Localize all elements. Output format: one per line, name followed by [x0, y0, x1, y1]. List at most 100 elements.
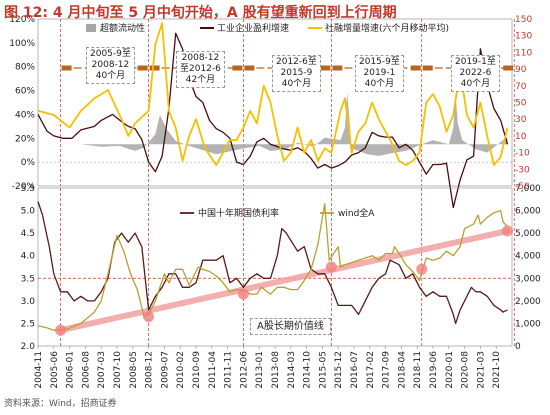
x-tick-label: 2021-03: [476, 351, 486, 389]
cycle-end-marker: [410, 65, 421, 71]
bottom-y2-tick-label: 6,000: [515, 207, 541, 217]
x-tick-label: 2018-11: [413, 351, 423, 389]
bottom-legend: 中国十年期国债利率 wind全A: [180, 207, 375, 219]
cycle-end-marker: [137, 65, 148, 71]
legend-swatch: [86, 24, 96, 32]
value-point: [237, 288, 249, 300]
bond-yield-line: [37, 201, 508, 325]
x-tick-label: 2011-11: [224, 351, 234, 389]
x-tick-label: 2011-04: [208, 351, 218, 389]
legend-label: 社融增量增速(六个月移动平均): [325, 22, 449, 34]
cycle-start-marker: [244, 65, 255, 71]
x-tick-label: 2010-09: [192, 351, 202, 389]
value-line-label: A股长期价值线: [250, 318, 331, 335]
top-series: [37, 22, 509, 209]
top-y-tick-label: 20%: [15, 134, 35, 144]
legend-label: 超额流动性: [100, 22, 145, 34]
x-tick-label: 2015-05: [318, 351, 328, 389]
bottom-y-tick-label: 3.0: [21, 297, 36, 307]
bottom-y2-tick-label: 3,000: [515, 274, 541, 284]
top-y-tick-label: 60%: [15, 87, 35, 97]
bottom-y2-tick-label: 7,000: [515, 184, 541, 194]
top-y2-tick-label: 90: [515, 65, 527, 75]
top-y2-tick-label: 30: [515, 115, 527, 125]
x-tick-label: 2009-07: [160, 351, 170, 389]
x-tick-label: 2008-12: [145, 351, 155, 389]
cycle-annotation-4: 2015-9至 2019-1 40个月: [355, 55, 404, 92]
x-tick-label: 2016-07: [350, 351, 360, 389]
bottom-y2-tick-label: 2,000: [515, 297, 541, 307]
bottom-y2-tick-label: 5,000: [515, 229, 541, 239]
cycle-annotation-2: 2008-12 至2012-6 42个月: [176, 51, 225, 88]
value-point: [143, 311, 155, 323]
top-panel: 120% 100% 80% 60% 40% 20% 0% -20% 150 130 110 90 70…: [9, 15, 532, 209]
top-y2-tick-label: 150: [515, 15, 532, 25]
bottom-right-axis: 7,000 6,000 5,000 4,000 3,000 2,000 1,000 0: [515, 184, 541, 352]
x-tick-label: 2012-06: [239, 351, 249, 389]
x-tick-label: 2013-08: [271, 351, 281, 389]
x-tick-label: 2015-12: [334, 351, 344, 389]
top-y-tick-label: 80%: [15, 63, 35, 73]
x-tick-label: 2007-03: [97, 351, 107, 389]
legend-label: 中国十年期国债利率: [198, 207, 279, 219]
top-y2-tick-label: 10: [515, 132, 527, 142]
top-y-tick-label: 120%: [9, 15, 35, 25]
x-tick-label: 2019-06: [429, 351, 439, 389]
top-left-axis: 120% 100% 80% 60% 40% 20% 0% -20%: [9, 15, 35, 192]
value-point: [325, 261, 337, 273]
top-y2-tick-label: -10: [515, 149, 530, 159]
bottom-y-tick-label: 5.5: [21, 184, 35, 194]
top-y2-tick-label: 50: [515, 99, 527, 109]
bottom-y2-tick-label: 4,000: [515, 252, 541, 262]
x-tick-label: 2006-01: [66, 351, 76, 389]
value-line: [57, 227, 511, 334]
x-tick-label: 2021-10: [492, 351, 502, 389]
x-tick-label: 2013-01: [255, 351, 265, 389]
bottom-y-tick-label: 5.0: [21, 207, 36, 217]
top-y2-tick-label: -50: [515, 182, 530, 192]
bottom-y-tick-label: 2.5: [21, 319, 35, 329]
bottom-y-tick-label: 4.0: [21, 252, 36, 262]
x-tick-label: 2014-03: [287, 351, 297, 389]
cycle-start-marker: [149, 65, 160, 71]
cycle-start-marker: [61, 65, 72, 71]
x-tick-label: 2017-09: [382, 351, 392, 389]
cycle-annotation-5: 2019-1至 2022-6 40个月: [451, 55, 500, 92]
cycle-end-marker: [503, 65, 514, 71]
top-y2-tick-label: -30: [515, 165, 530, 175]
value-point: [501, 225, 513, 237]
x-tick-label: 2008-05: [129, 351, 139, 389]
cycle-end-marker: [320, 65, 331, 71]
x-tick-label: 2005-06: [50, 351, 60, 389]
x-tick-label: 2020-08: [461, 351, 471, 389]
top-y2-tick-label: 110: [515, 48, 532, 58]
figure-title: 图 12: 4 月中旬至 5 月中旬开始，A 股有望重新回到上行周期: [4, 5, 397, 21]
top-legend: 超额流动性 工业企业盈利增速 社融增量增速(六个月移动平均): [86, 22, 449, 34]
bottom-left-axis: 5.5 5.0 4.5 4.0 3.5 3.0 2.5 2.0: [21, 184, 36, 352]
x-tick-label: 2020-01: [445, 351, 455, 389]
value-point: [416, 263, 428, 275]
x-tick-label: 2014-10: [303, 351, 313, 389]
top-y2-tick-label: 130: [515, 32, 532, 42]
cycle-end-marker: [232, 65, 243, 71]
x-tick-label: 2010-02: [176, 351, 186, 389]
x-axis: 2004-11 2005-06 2006-01 2006-08 2007-03 2007-…: [34, 346, 502, 389]
cycle-markers: [38, 19, 515, 186]
excess-liquidity-area: [38, 92, 508, 156]
bottom-y2-tick-label: 0: [515, 342, 521, 352]
industrial-profit-line: [37, 32, 509, 209]
cycle-start-marker: [332, 65, 343, 71]
bottom-y-tick-label: 3.5: [21, 274, 35, 284]
bottom-y-tick-label: 4.5: [21, 229, 35, 239]
x-tick-label: 2018-04: [397, 351, 407, 389]
x-tick-label: 2004-11: [34, 351, 44, 389]
x-tick-label: 2007-10: [113, 351, 123, 389]
top-y-tick-label: 0%: [21, 158, 36, 168]
value-point: [55, 324, 67, 336]
bottom-panel: 5.5 5.0 4.5 4.0 3.5 3.0 2.5 2.0 7,000 6,000 5,000…: [21, 184, 541, 389]
wind-a-line: [37, 203, 508, 331]
cycle-annotation-3: 2012-6至 2015-9 40个月: [272, 55, 321, 92]
top-panel-frame: [37, 18, 513, 187]
top-y2-tick-label: 70: [515, 82, 527, 92]
top-y-tick-label: -20%: [12, 182, 36, 192]
